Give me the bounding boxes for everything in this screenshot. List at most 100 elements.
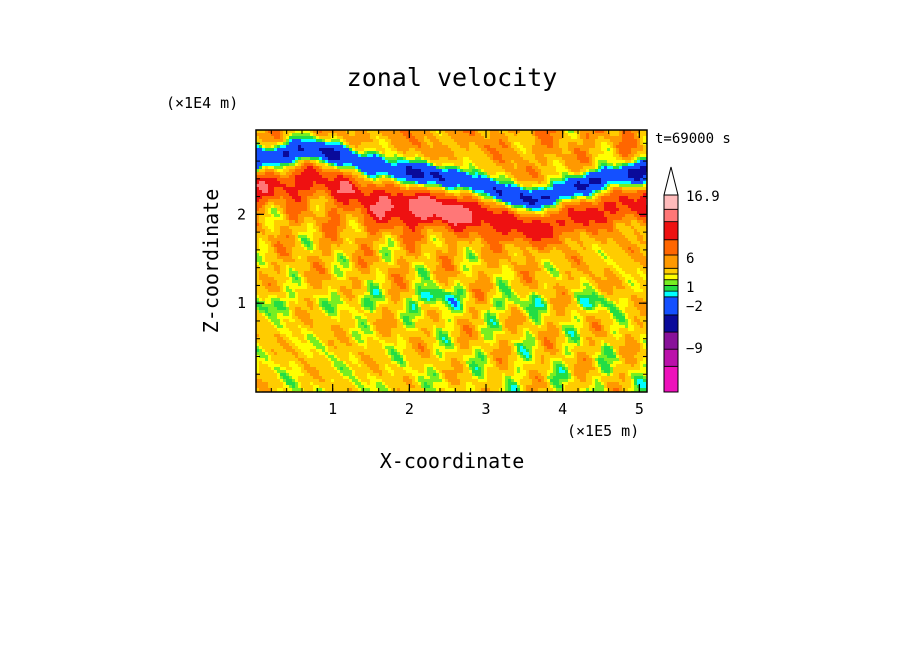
field-cell xyxy=(298,232,314,236)
field-cell xyxy=(535,157,548,161)
field-cell xyxy=(277,256,293,260)
field-cell xyxy=(382,292,386,296)
field-cell xyxy=(592,232,599,236)
field-cell xyxy=(355,208,362,212)
field-cell xyxy=(301,307,311,311)
field-cell xyxy=(631,247,641,251)
field-cell xyxy=(382,133,404,137)
field-cell xyxy=(463,298,470,302)
field-cell xyxy=(316,223,323,227)
field-cell xyxy=(445,241,458,245)
field-cell xyxy=(538,325,542,329)
field-cell xyxy=(586,196,593,200)
field-cell xyxy=(580,307,584,311)
field-cell xyxy=(331,286,341,290)
field-cell xyxy=(631,286,641,290)
field-cell xyxy=(469,190,473,194)
field-cell xyxy=(355,238,380,242)
field-cell xyxy=(469,310,479,314)
field-cell xyxy=(589,172,629,176)
field-cell xyxy=(382,316,395,320)
field-cell xyxy=(352,289,368,293)
field-cell xyxy=(319,166,323,170)
field-cell xyxy=(586,154,593,158)
field-cell xyxy=(388,277,395,281)
field-cell xyxy=(262,145,266,149)
field-cell xyxy=(478,379,488,383)
field-cell xyxy=(349,223,359,227)
field-cell xyxy=(547,382,551,386)
field-cell xyxy=(532,130,536,134)
field-cell xyxy=(376,307,383,311)
field-cell xyxy=(439,355,443,359)
field-cell xyxy=(370,247,374,251)
field-cell xyxy=(643,379,647,383)
field-cell xyxy=(388,355,392,359)
field-cell xyxy=(610,343,626,347)
field-cell xyxy=(415,214,434,218)
field-cell xyxy=(367,319,377,323)
field-cell xyxy=(337,256,341,260)
field-cell xyxy=(274,223,290,227)
field-cell xyxy=(532,316,539,320)
field-cell xyxy=(358,376,368,380)
field-cell xyxy=(616,163,623,167)
field-cell xyxy=(583,325,590,329)
field-cell xyxy=(325,307,335,311)
field-cell xyxy=(556,265,572,269)
field-cell xyxy=(415,376,419,380)
field-cell xyxy=(496,187,521,191)
field-cell xyxy=(523,283,539,287)
field-cell xyxy=(388,172,407,176)
field-cell xyxy=(388,253,392,257)
field-cell xyxy=(580,238,596,242)
field-cell xyxy=(595,238,608,242)
field-cell xyxy=(439,349,458,353)
field-cell xyxy=(550,271,560,275)
field-cell xyxy=(592,307,596,311)
field-cell xyxy=(577,334,581,338)
field-cell xyxy=(541,358,545,362)
field-cell xyxy=(550,382,554,386)
field-cell xyxy=(460,190,470,194)
field-cell xyxy=(256,235,269,239)
field-cell xyxy=(601,382,605,386)
field-cell xyxy=(535,337,539,341)
field-cell xyxy=(427,268,431,272)
field-cell xyxy=(346,253,353,257)
field-cell xyxy=(295,382,299,386)
field-cell xyxy=(256,172,266,176)
field-cell xyxy=(325,349,329,353)
field-cell xyxy=(619,346,641,350)
field-cell xyxy=(502,211,509,215)
field-cell xyxy=(436,256,440,260)
field-cell xyxy=(580,259,584,263)
field-cell xyxy=(496,313,500,317)
field-cell xyxy=(580,133,587,137)
y-tick-label: 2 xyxy=(237,205,246,223)
field-cell xyxy=(520,304,530,308)
field-cell xyxy=(286,145,299,149)
field-cell xyxy=(556,283,560,287)
field-cell xyxy=(379,331,392,335)
field-cell xyxy=(391,175,395,179)
field-cell xyxy=(418,286,422,290)
field-cell xyxy=(478,325,488,329)
plot-frame xyxy=(255,129,648,393)
field-cell xyxy=(499,262,512,266)
field-cell xyxy=(478,277,491,281)
field-cell xyxy=(256,340,278,344)
field-cell xyxy=(634,382,638,386)
field-cell xyxy=(259,208,266,212)
field-cell xyxy=(487,322,494,326)
field-cell xyxy=(541,322,545,326)
field-cell xyxy=(409,385,416,389)
field-cell xyxy=(616,274,623,278)
field-cell xyxy=(406,328,419,332)
field-cell xyxy=(511,160,515,164)
field-cell xyxy=(289,376,293,380)
field-cell xyxy=(448,319,452,323)
field-cell xyxy=(475,193,479,197)
field-cell xyxy=(601,367,611,371)
field-cell xyxy=(523,358,527,362)
